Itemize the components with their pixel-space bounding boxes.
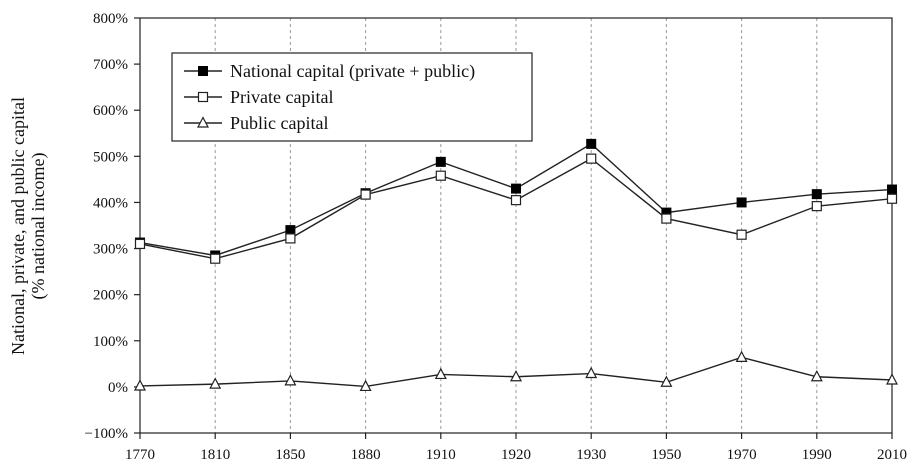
legend-marker [197, 116, 209, 128]
data-point [511, 183, 521, 194]
x-tick-label: 1970 [727, 447, 757, 463]
data-point [887, 184, 897, 195]
y-axis-title-line2: (% national income) [28, 153, 49, 300]
legend-label: Private capital [230, 87, 333, 107]
data-point [811, 189, 822, 200]
legend-marker [198, 66, 208, 76]
x-tick-label: 2010 [877, 447, 907, 463]
data-point [886, 373, 898, 385]
data-point [586, 138, 597, 149]
data-point [359, 379, 372, 392]
x-tick-label: 1770 [125, 447, 155, 463]
data-point [586, 153, 597, 164]
x-tick-label: 1950 [651, 447, 681, 463]
data-point [810, 369, 823, 382]
data-point [284, 374, 297, 386]
y-tick-label: 400% [93, 195, 128, 211]
data-point [510, 369, 522, 382]
data-point [360, 189, 371, 200]
data-point [435, 156, 446, 167]
series-1 [134, 153, 898, 264]
x-tick-label: 1910 [426, 447, 456, 463]
data-point [736, 229, 747, 240]
legend-label: Public capital [230, 113, 328, 133]
y-tick-label: −100% [85, 426, 128, 442]
x-tick-label: 1880 [351, 447, 381, 463]
data-point [736, 197, 747, 208]
y-tick-label: 100% [93, 334, 128, 350]
data-point [434, 367, 447, 380]
series-group [134, 138, 898, 392]
x-tick-label: 1810 [200, 447, 230, 463]
data-point [435, 170, 446, 181]
legend-item-0: National capital (private + public) [184, 61, 475, 82]
data-point [886, 193, 898, 204]
data-point [510, 195, 522, 206]
data-point [585, 366, 598, 379]
legend-label: National capital (private + public) [230, 61, 475, 82]
y-tick-label: 300% [93, 242, 128, 258]
data-point [285, 225, 296, 236]
legend-item-1: Private capital [184, 87, 333, 107]
y-tick-label: 600% [93, 103, 128, 119]
data-point [735, 350, 748, 362]
legend-box [171, 52, 533, 142]
x-tick-label: 1920 [501, 447, 531, 463]
data-point [134, 238, 146, 250]
data-point [209, 377, 222, 389]
legend-item-2: Public capital [184, 113, 328, 133]
y-tick-label: 200% [93, 288, 128, 304]
x-tick-label: 1990 [802, 447, 832, 463]
series-line-1 [139, 157, 893, 260]
data-point [661, 213, 672, 224]
x-tick-label: 1850 [275, 447, 305, 463]
y-tick-label: 500% [93, 149, 128, 165]
series-2 [134, 350, 898, 392]
series-0 [135, 138, 897, 261]
y-tick-label: 0% [108, 380, 128, 396]
y-axis-title-line1: National, private, and public capital [8, 97, 28, 355]
data-point [210, 253, 221, 264]
y-axis-ticks: −100% 0% 100% 200% 300% 400% 500% 600% 700% 800% [85, 11, 140, 442]
y-tick-label: 800% [93, 11, 128, 27]
data-point [660, 375, 673, 387]
y-tick-label: 700% [93, 57, 128, 73]
legend: National capital (private + public) Priva… [171, 52, 533, 142]
data-point [134, 379, 146, 391]
x-axis-ticks: 1770 1810 1850 1880 1910 1920 1930 1950 1970 1990… [125, 433, 907, 463]
data-point [285, 233, 296, 244]
legend-marker [197, 91, 209, 103]
data-point [811, 201, 822, 212]
x-tick-label: 1930 [576, 447, 606, 463]
